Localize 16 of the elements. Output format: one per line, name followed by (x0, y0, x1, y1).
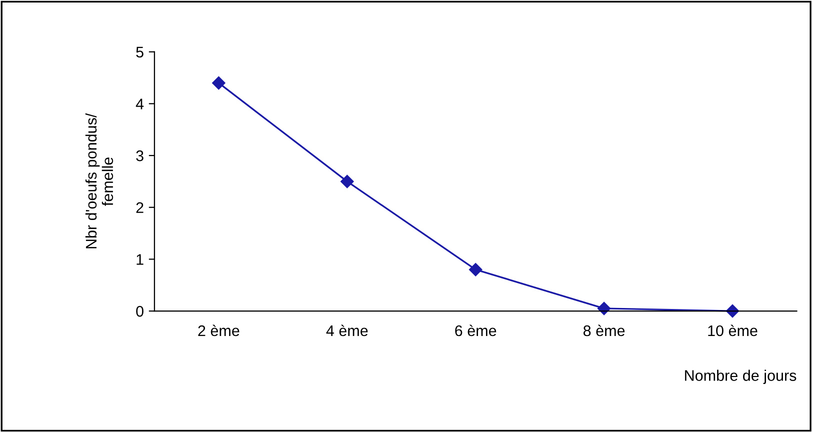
y-tick-label: 1 (136, 254, 144, 265)
point (469, 262, 482, 276)
x-tick-label: 4 ème (326, 324, 368, 336)
x-tick-label: 6 ème (455, 324, 496, 336)
y-tick-label: 3 (136, 150, 144, 162)
y-tick-label: 2 (136, 202, 144, 213)
y-tick-label: 0 (136, 306, 144, 317)
x-tick-label: 10 ème (708, 324, 758, 336)
x-tick-label: 2 ème (198, 324, 240, 336)
y-tick-label: 5 (136, 46, 144, 58)
x-tick-label: 8 ème (583, 324, 625, 336)
point (340, 174, 354, 188)
point (212, 76, 226, 90)
y-tick-label: 4 (136, 98, 144, 110)
y-axis-title: Nbr d'oeufs pondus/ femelle (85, 113, 114, 248)
x-axis-title: Nombre de jours (685, 370, 796, 384)
